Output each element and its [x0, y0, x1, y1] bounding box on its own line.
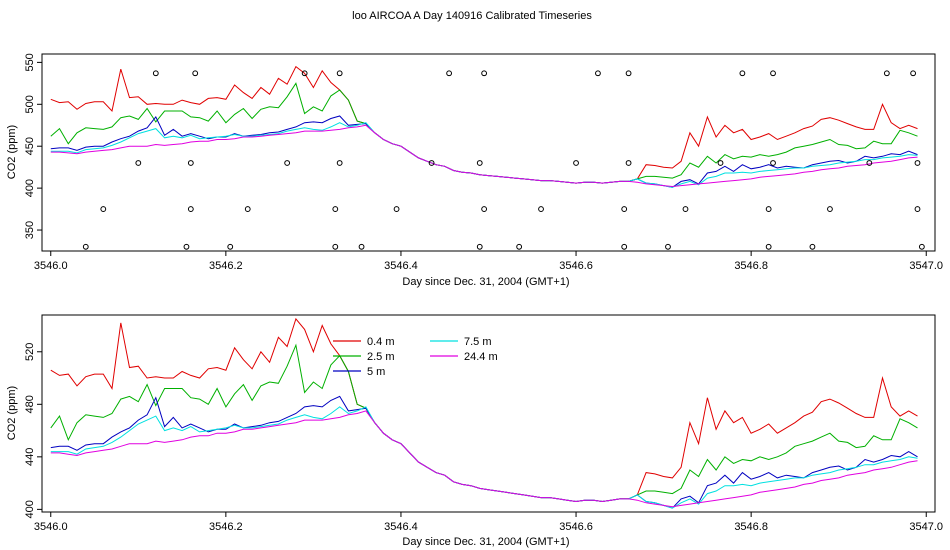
bottom-plot-frame [41, 314, 936, 513]
bottom-x-tick-label: 3546.6 [559, 521, 593, 533]
top-data-point [625, 160, 632, 166]
legend-label-0p4m: 0.4 m [367, 336, 395, 348]
top-series-line-24p4m [50, 124, 918, 188]
bottom-series-line-2p5m [50, 343, 918, 503]
bottom-y-tick-label: 400 [24, 500, 36, 518]
bottom-x-tick-label: 3547.0 [909, 521, 943, 533]
top-series-line-7p5m [50, 122, 918, 188]
top-y-tick-label: 350 [24, 221, 36, 239]
top-x-tick-label: 3547.0 [909, 260, 943, 272]
legend-label-5m: 5 m [367, 366, 385, 378]
top-data-point [135, 160, 142, 166]
bottom-series-line-7p5m [50, 406, 918, 509]
top-data-point [481, 206, 488, 212]
top-x-tick-label: 3546.8 [734, 260, 768, 272]
top-series-line-2p5m [50, 82, 918, 184]
bottom-x-tick-label: 3546.4 [384, 521, 418, 533]
legend-label-7p5m: 7.5 m [464, 336, 492, 348]
top-data-point [152, 70, 159, 77]
top-data-point [914, 206, 921, 212]
top-data-point [538, 206, 544, 212]
top-x-axis-label: Day since Dec. 31, 2004 (GMT+1) [402, 276, 569, 288]
bottom-y-tick-label: 480 [24, 395, 36, 413]
top-y-axis-label: CO2 (ppm) [6, 125, 18, 179]
top-data-point [227, 243, 234, 250]
top-data-point [910, 70, 917, 77]
top-data-point [827, 206, 833, 212]
top-data-point [100, 206, 107, 212]
top-data-point [358, 243, 365, 250]
top-data-point [428, 160, 435, 166]
legend-label-2p5m: 2.5 m [367, 351, 395, 363]
top-data-point [770, 70, 776, 77]
top-x-tick-label: 3546.0 [34, 260, 68, 272]
top-x-tick-label: 3546.2 [209, 260, 243, 272]
bottom-x-axis-label: Day since Dec. 31, 2004 (GMT+1) [402, 536, 569, 548]
bottom-y-tick-label: 440 [24, 448, 36, 466]
top-series-line-0p4m [50, 65, 918, 184]
top-data-point [332, 206, 339, 212]
top-data-point [625, 70, 632, 77]
top-data-point [187, 160, 194, 166]
top-data-point [595, 70, 601, 77]
top-data-point [284, 160, 291, 166]
bottom-x-tick-label: 3546.0 [34, 521, 68, 533]
legend: 0.4 m 2.5 m 5 m 7.5 m 24.4 m [333, 336, 498, 378]
top-x-tick-label: 3546.4 [384, 260, 418, 272]
bottom-y-tick-label: 520 [24, 343, 36, 361]
top-panel: 3546.0 3546.2 3546.4 3546.6 3546.8 3547.0 350… [6, 53, 943, 288]
top-data-point [244, 206, 251, 212]
top-data-point [621, 243, 628, 250]
top-data-point [481, 70, 488, 77]
legend-label-24p4m: 24.4 m [464, 351, 498, 363]
top-data-point [516, 243, 523, 250]
top-data-point [866, 160, 873, 166]
top-y-tick-label: 500 [24, 95, 36, 113]
top-data-point [82, 243, 89, 250]
top-data-point [336, 160, 343, 166]
bottom-series-line-24p4m [50, 410, 918, 508]
bottom-y-axis-label: CO2 (ppm) [6, 386, 18, 440]
chart-title: loo AIRCOA A Day 140916 Calibrated Times… [352, 10, 592, 22]
top-data-point [765, 206, 772, 212]
top-data-point [573, 160, 579, 166]
top-data-point [301, 70, 308, 77]
bottom-x-tick-label: 3546.2 [209, 521, 243, 533]
top-data-point [770, 160, 776, 166]
top-data-point [665, 243, 671, 250]
top-data-point [883, 70, 890, 77]
top-data-point [739, 70, 746, 77]
top-data-point [621, 206, 628, 212]
top-y-tick-label: 450 [24, 137, 36, 155]
bottom-panel: 3546.0 3546.2 3546.4 3546.6 3546.8 3547.0 400… [6, 314, 943, 548]
top-data-point [765, 243, 772, 250]
top-data-point [914, 160, 921, 166]
top-data-point [918, 243, 925, 250]
top-y-tick-label: 400 [24, 179, 36, 197]
top-data-point [476, 160, 483, 166]
top-x-tick-label: 3546.6 [559, 260, 593, 272]
top-data-point [336, 70, 343, 77]
top-data-point [809, 243, 816, 250]
top-data-point [187, 206, 194, 212]
bottom-x-tick-label: 3546.8 [734, 521, 768, 533]
top-data-point [476, 243, 483, 250]
top-data-point [446, 70, 453, 77]
top-data-point [332, 243, 339, 250]
top-data-point [192, 70, 199, 77]
top-data-point [183, 243, 190, 250]
top-data-point [682, 206, 689, 212]
top-data-point [393, 206, 400, 212]
top-y-tick-label: 550 [24, 53, 36, 71]
top-plot-frame [41, 53, 936, 252]
top-data-point [717, 160, 724, 166]
